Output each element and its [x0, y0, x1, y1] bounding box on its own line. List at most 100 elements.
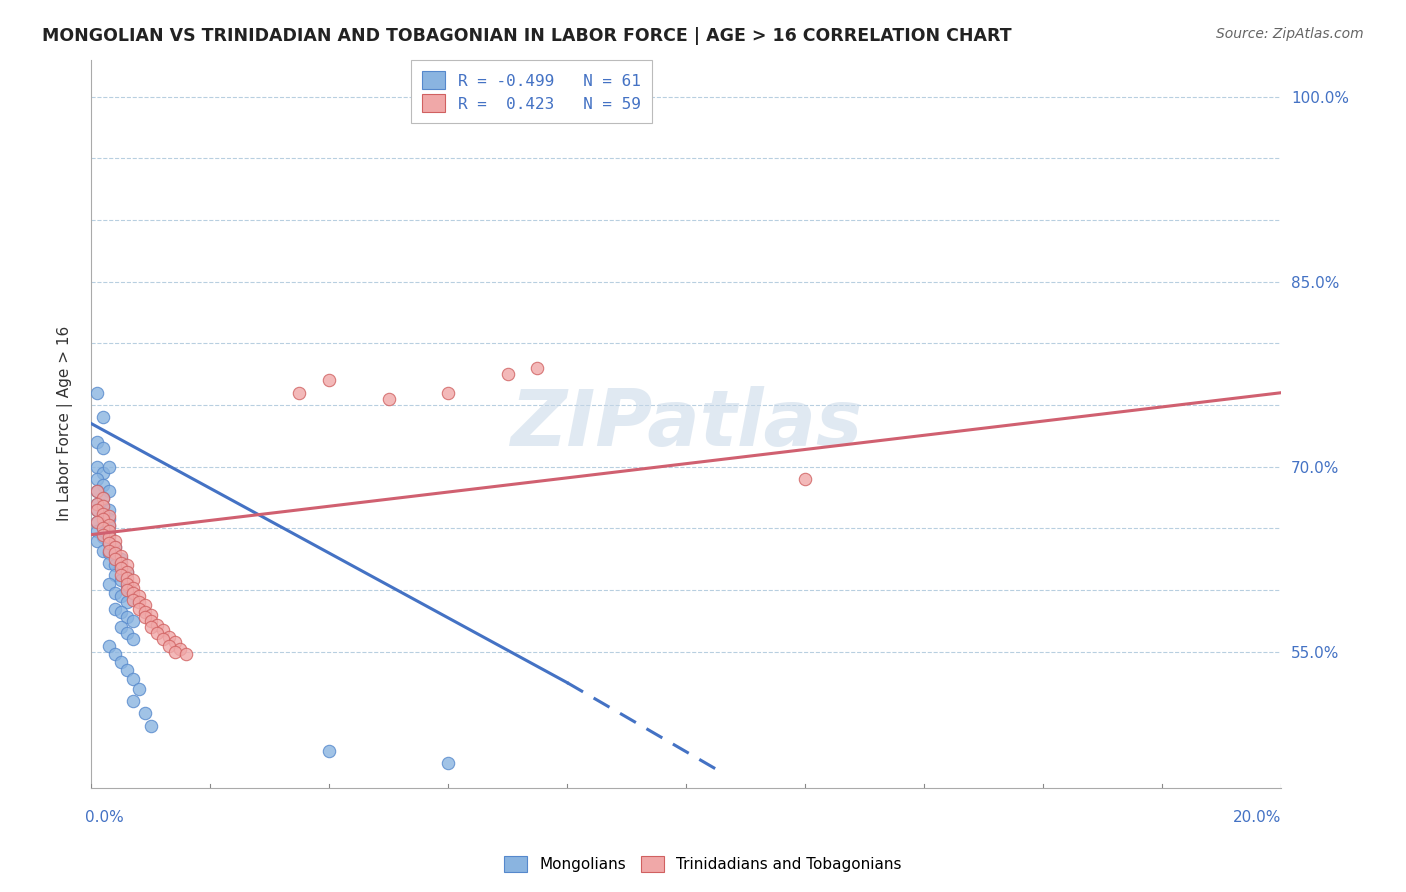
- Point: [110, 561, 132, 575]
- Point: [318, 373, 340, 387]
- Point: [115, 565, 138, 579]
- Point: [98, 459, 121, 474]
- Point: [496, 368, 519, 382]
- Point: [98, 517, 121, 532]
- Point: [91, 491, 114, 505]
- Point: [318, 743, 340, 757]
- Point: [134, 598, 156, 612]
- Point: [110, 556, 132, 570]
- Point: [98, 503, 121, 517]
- Point: [139, 719, 162, 733]
- Y-axis label: In Labor Force | Age > 16: In Labor Force | Age > 16: [58, 326, 73, 521]
- Point: [104, 601, 127, 615]
- Point: [86, 385, 108, 400]
- Point: [98, 543, 121, 558]
- Point: [104, 552, 127, 566]
- Point: [98, 484, 121, 499]
- Point: [98, 527, 121, 541]
- Point: [288, 385, 311, 400]
- Point: [377, 392, 399, 406]
- Point: [91, 500, 114, 514]
- Point: [176, 647, 198, 661]
- Point: [134, 706, 156, 721]
- Point: [139, 607, 162, 622]
- Point: [128, 589, 150, 603]
- Point: [139, 620, 162, 634]
- Point: [86, 515, 108, 529]
- Point: [91, 543, 114, 558]
- Point: [152, 632, 174, 647]
- Point: [115, 565, 138, 579]
- Point: [104, 585, 127, 599]
- Point: [91, 507, 114, 521]
- Point: [91, 521, 114, 535]
- Point: [122, 574, 145, 588]
- Point: [86, 484, 108, 499]
- Point: [86, 515, 108, 529]
- Point: [104, 546, 127, 560]
- Point: [122, 672, 145, 686]
- Point: [98, 556, 121, 570]
- Point: [122, 585, 145, 599]
- Point: [104, 540, 127, 554]
- Point: [122, 593, 145, 607]
- Point: [163, 645, 186, 659]
- Point: [152, 623, 174, 637]
- Point: [86, 472, 108, 486]
- Text: MONGOLIAN VS TRINIDADIAN AND TOBAGONIAN IN LABOR FORCE | AGE > 16 CORRELATION CH: MONGOLIAN VS TRINIDADIAN AND TOBAGONIAN …: [42, 27, 1012, 45]
- Point: [86, 435, 108, 450]
- Point: [91, 500, 114, 514]
- Point: [110, 589, 132, 603]
- Legend: R = -0.499   N = 61, R =  0.423   N = 59: R = -0.499 N = 61, R = 0.423 N = 59: [412, 61, 651, 123]
- Point: [437, 385, 460, 400]
- Point: [110, 574, 132, 588]
- Point: [794, 472, 817, 486]
- Point: [115, 558, 138, 573]
- Point: [91, 442, 114, 456]
- Point: [91, 466, 114, 480]
- Point: [110, 549, 132, 563]
- Point: [115, 595, 138, 609]
- Point: [115, 571, 138, 585]
- Text: 0.0%: 0.0%: [86, 810, 124, 825]
- Point: [134, 605, 156, 619]
- Point: [115, 663, 138, 677]
- Point: [110, 605, 132, 619]
- Point: [128, 601, 150, 615]
- Point: [157, 639, 180, 653]
- Point: [86, 503, 108, 517]
- Point: [86, 503, 108, 517]
- Point: [86, 524, 108, 538]
- Point: [98, 530, 121, 544]
- Point: [98, 577, 121, 591]
- Point: [115, 577, 138, 591]
- Point: [98, 511, 121, 525]
- Point: [91, 511, 114, 525]
- Point: [128, 595, 150, 609]
- Point: [139, 614, 162, 628]
- Point: [128, 681, 150, 696]
- Point: [98, 536, 121, 550]
- Point: [86, 459, 108, 474]
- Point: [122, 581, 145, 595]
- Point: [134, 610, 156, 624]
- Point: [91, 530, 114, 544]
- Point: [104, 533, 127, 548]
- Point: [163, 635, 186, 649]
- Point: [157, 630, 180, 644]
- Point: [110, 655, 132, 669]
- Point: [115, 626, 138, 640]
- Text: 20.0%: 20.0%: [1233, 810, 1281, 825]
- Point: [98, 536, 121, 550]
- Point: [98, 546, 121, 560]
- Point: [110, 568, 132, 582]
- Point: [122, 632, 145, 647]
- Point: [91, 491, 114, 505]
- Legend: Mongolians, Trinidadians and Tobagonians: Mongolians, Trinidadians and Tobagonians: [496, 848, 910, 880]
- Point: [86, 484, 108, 499]
- Point: [169, 642, 191, 657]
- Point: [91, 509, 114, 524]
- Point: [122, 694, 145, 708]
- Point: [104, 549, 127, 563]
- Point: [437, 756, 460, 770]
